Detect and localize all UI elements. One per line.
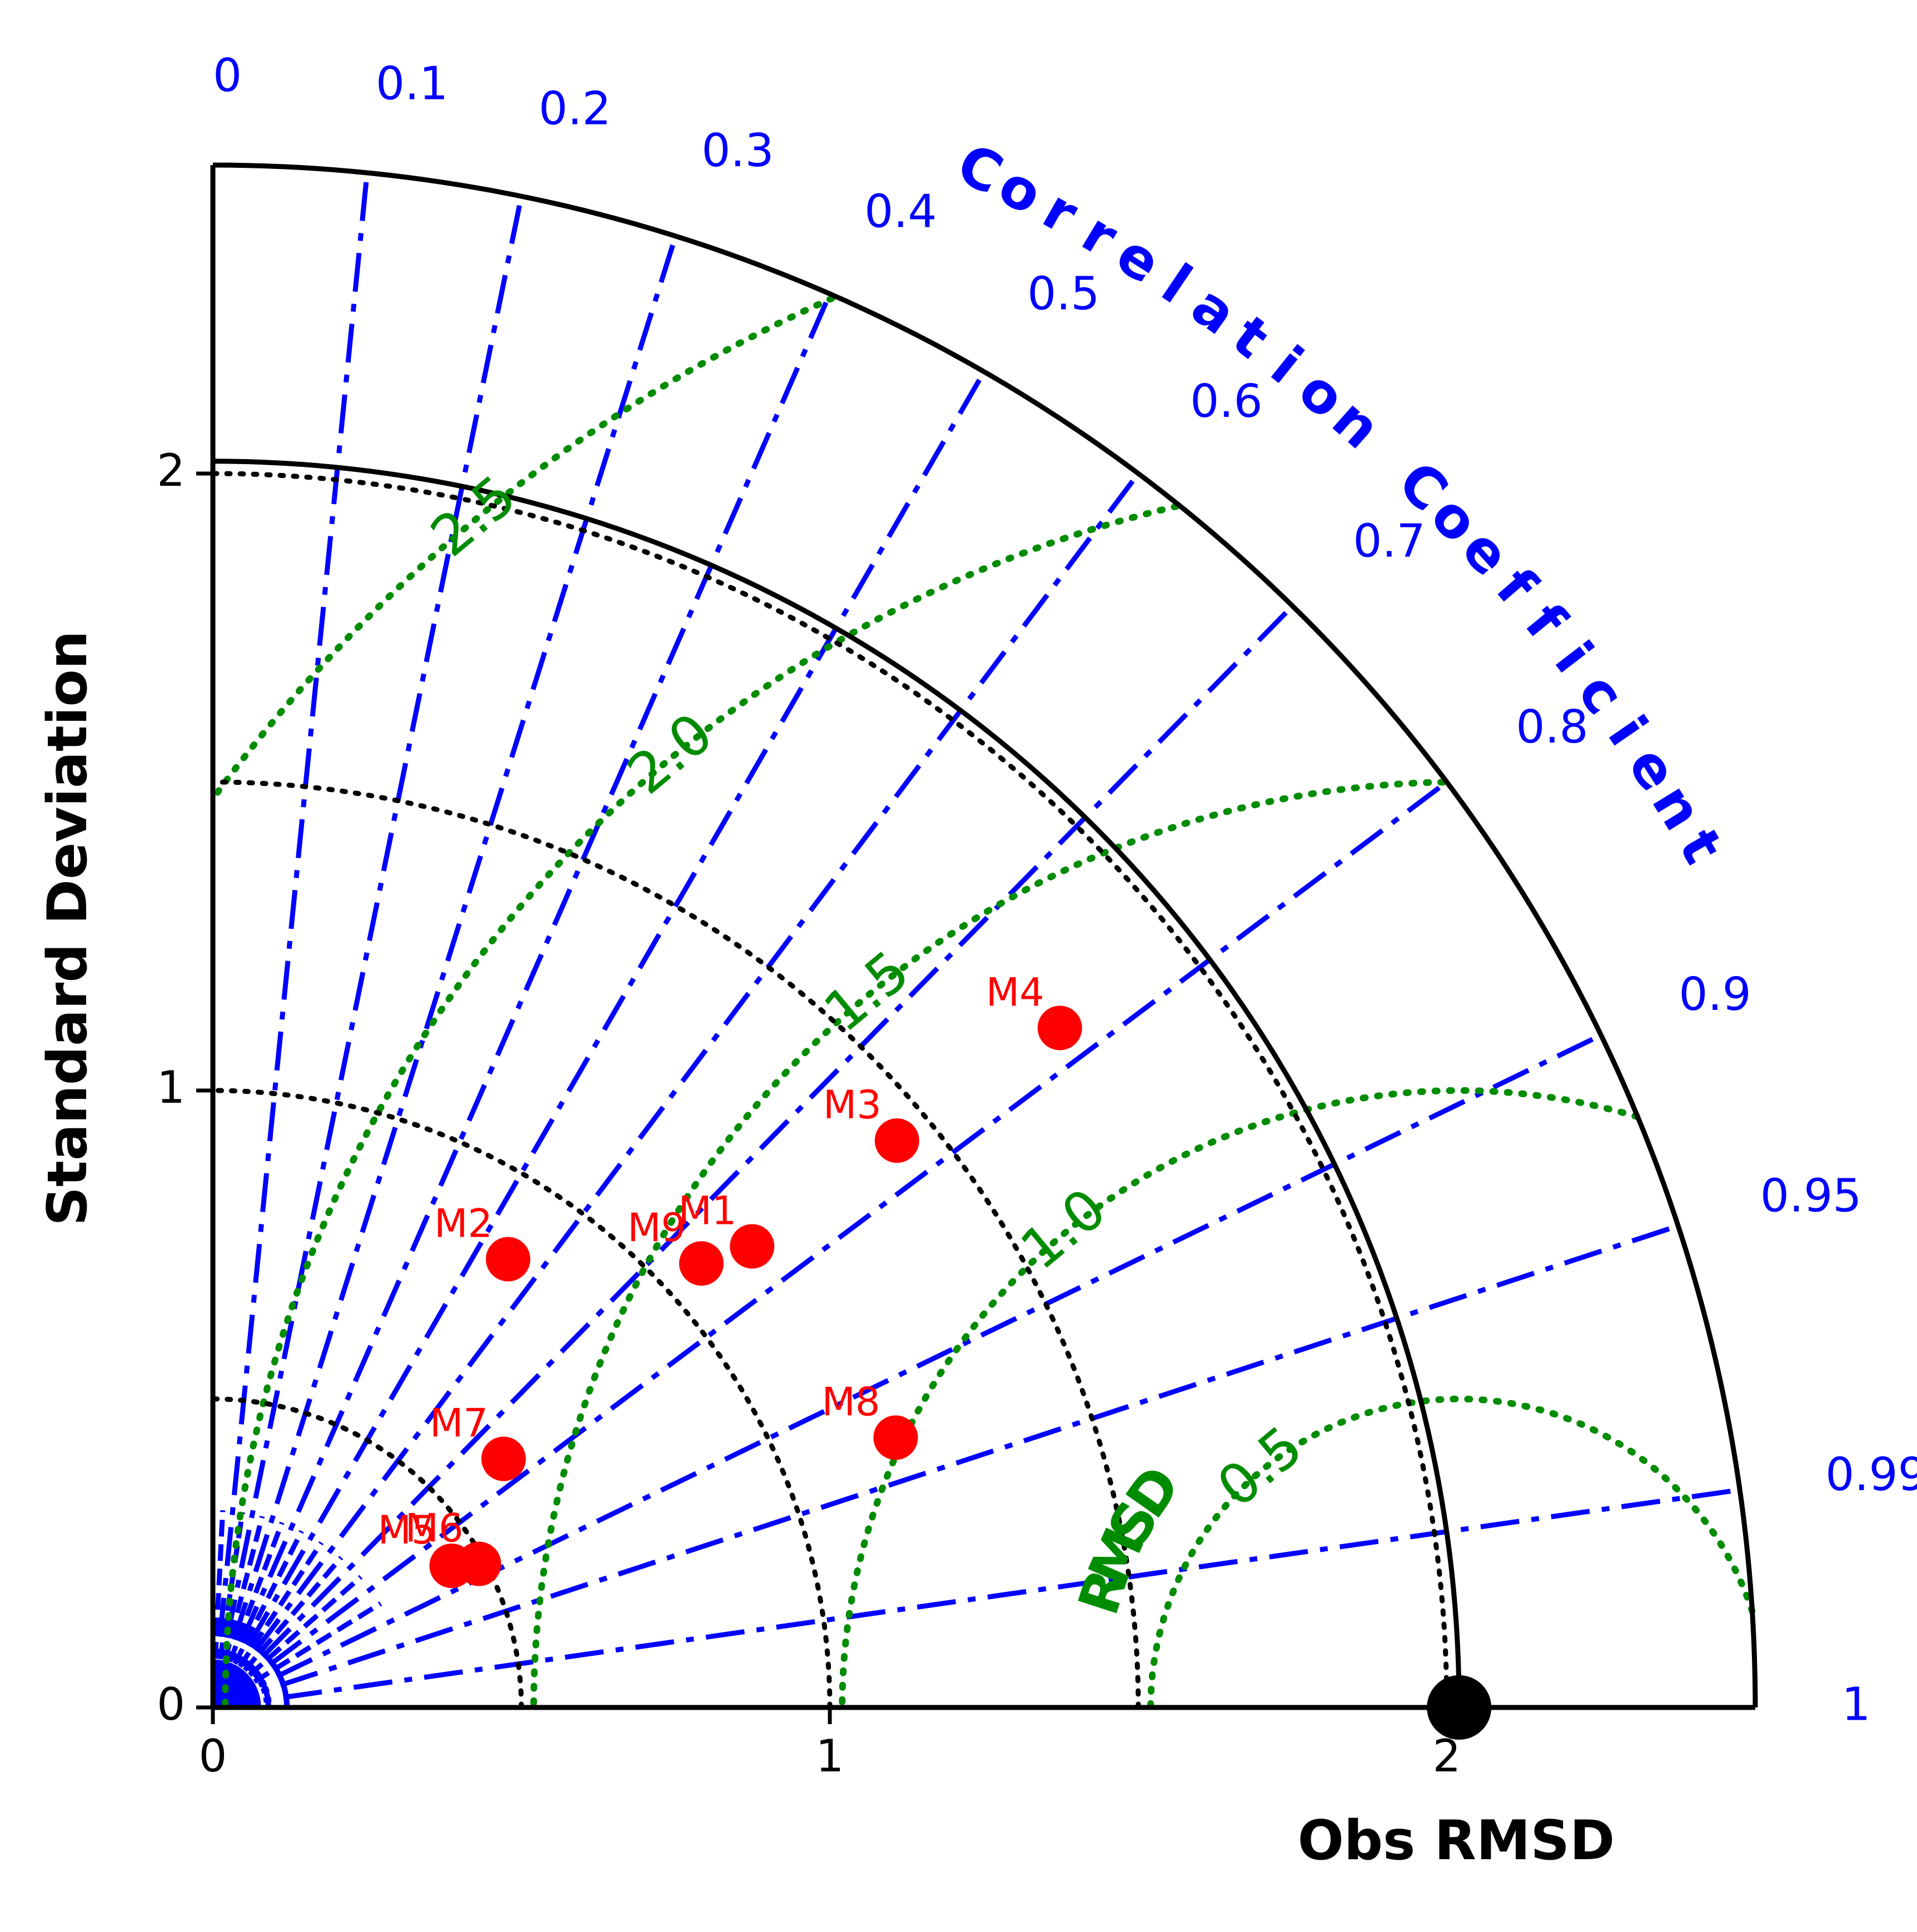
correlation-line-0-20	[210, 196, 524, 1708]
correlation-origin-arc-0	[212, 1659, 261, 1708]
correlation-line-0-40	[210, 292, 833, 1709]
correlation-line-0-60	[211, 472, 1141, 1709]
x-axis-label: Obs RMSD	[1298, 1809, 1615, 1873]
std-arcs	[210, 459, 1462, 1710]
model-point-label-m2: M2	[434, 1201, 492, 1246]
correlation-tick-label-0-6: 0.6	[1190, 375, 1262, 428]
axis-titles: Obs RMSD Standard Deviation	[36, 630, 1615, 1873]
correlation-title-letter-16: f	[1512, 591, 1579, 652]
model-point-m9	[679, 1241, 724, 1286]
x-tick-label-0: 0	[199, 1730, 227, 1782]
model-point-label-m3: M3	[823, 1082, 882, 1128]
correlation-title-letter-17: i	[1542, 630, 1606, 685]
correlation-line-0-80	[211, 780, 1448, 1710]
correlation-line-0-30	[210, 235, 678, 1709]
axes	[210, 162, 1758, 1710]
correlation-tick-label-0-8: 0.8	[1516, 701, 1588, 754]
correlation-tick-label-0-3: 0.3	[701, 125, 774, 177]
correlation-tick-label-0-4: 0.4	[864, 186, 937, 238]
reference-point	[1427, 1675, 1492, 1740]
correlation-tick-label-0-7: 0.7	[1353, 515, 1425, 568]
y-tick-label-1: 1	[157, 1062, 185, 1113]
correlation-line-0-10	[210, 172, 370, 1708]
correlation-origin-arc-1	[212, 1649, 271, 1708]
model-point-m8	[873, 1415, 918, 1460]
y-axis-label: Standard Deviation	[36, 630, 99, 1226]
correlation-tick-label-1: 1	[1841, 1678, 1870, 1731]
std-dotted-arc-1-5	[210, 779, 1141, 1710]
outer-arc	[212, 162, 1758, 1708]
model-point-label-m8: M8	[821, 1379, 880, 1425]
model-point-label-m9: M9	[628, 1205, 686, 1251]
correlation-line-0-50	[211, 370, 987, 1709]
correlation-line-0-70	[211, 604, 1294, 1710]
correlation-tick-label-0-9: 0.9	[1679, 968, 1751, 1021]
rmsd-contour-label-0-5: 0.5	[1205, 1413, 1314, 1520]
rmsd-contour-2-5	[212, 295, 835, 799]
model-point-label-m7: M7	[430, 1401, 488, 1446]
model-point-m7	[481, 1436, 526, 1481]
correlation-tick-label-0-1: 0.1	[376, 58, 448, 111]
correlation-line-0-95	[212, 1223, 1679, 1710]
correlation-lines	[210, 172, 1740, 1710]
correlation-tick-label-0-5: 0.5	[1027, 268, 1099, 321]
model-point-label-m1: M1	[678, 1188, 736, 1233]
y-tick-label-2: 2	[157, 445, 185, 496]
rmsd-contour-1-5	[530, 779, 1447, 1711]
correlation-tick-label-0-99: 0.99	[1825, 1448, 1917, 1501]
correlation-line-0-90	[212, 1033, 1602, 1710]
rmsd-contour-2-0	[222, 503, 1180, 1711]
model-point-m2	[486, 1237, 531, 1282]
correlation-line-0-99	[212, 1487, 1740, 1710]
y-tick-label-0: 0	[157, 1679, 185, 1730]
correlation-tick-label-0-2: 0.2	[539, 82, 611, 135]
model-point-m4	[1037, 1005, 1082, 1050]
std-dotted-arc-2-0	[210, 471, 1450, 1710]
correlation-tick-label-0: 0	[213, 49, 242, 102]
model-point-label-m4: M4	[986, 969, 1044, 1015]
std-dotted-arc-1-0	[210, 1088, 833, 1710]
correlation-tick-label-0-95: 0.95	[1760, 1169, 1862, 1222]
model-point-m6	[456, 1541, 501, 1586]
model-point-m1	[730, 1224, 775, 1269]
x-tick-label-1: 1	[816, 1730, 844, 1782]
rmsd-contour-1-0	[839, 1087, 1641, 1711]
reference-std-arc	[212, 459, 1462, 1708]
model-point-m3	[874, 1118, 919, 1163]
rmsd-contour-label-1-0: 1.0	[1009, 1176, 1118, 1282]
std-dotted-arc-0-5	[210, 1396, 524, 1710]
model-point-label-m5: M5	[378, 1507, 436, 1553]
model-point-label-m6: M6	[405, 1506, 464, 1551]
